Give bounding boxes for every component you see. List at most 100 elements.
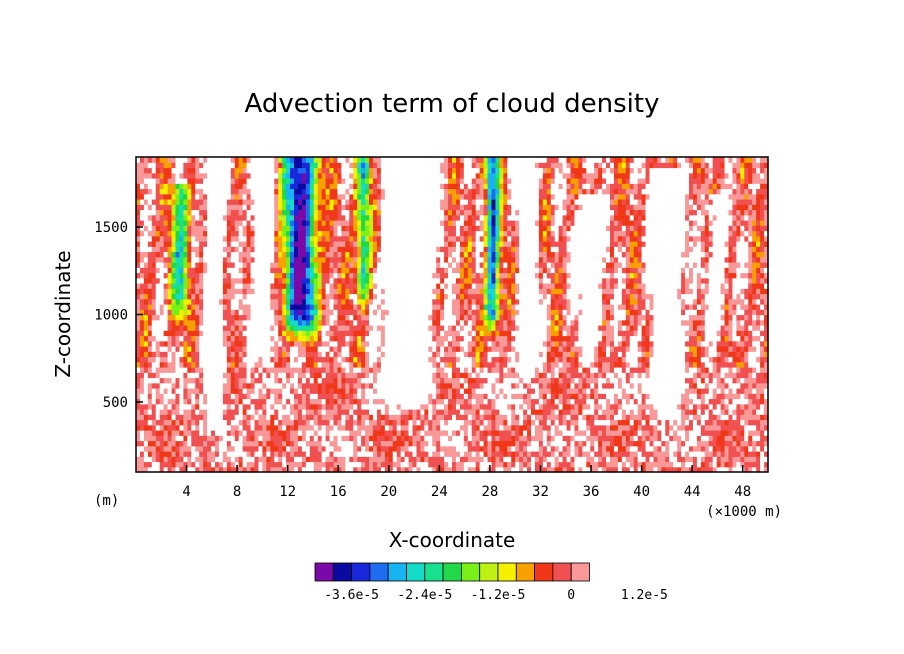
heatmap-cell (274, 367, 279, 373)
heatmap-cell (365, 230, 370, 237)
heatmap-cell (179, 419, 184, 426)
heatmap-cell (321, 204, 327, 211)
heatmap-cell (171, 456, 177, 463)
heatmap-cell (337, 193, 342, 200)
heatmap-cell (463, 393, 469, 400)
heatmap-cell (432, 451, 437, 457)
heatmap-cell (369, 262, 374, 268)
heatmap-cell (183, 246, 188, 253)
heatmap-cell (258, 309, 263, 316)
heatmap-cell (290, 267, 295, 274)
heatmap-cell (313, 414, 319, 421)
heatmap-cell (416, 209, 421, 216)
heatmap-cell (226, 220, 232, 226)
heatmap-cell (222, 204, 228, 211)
heatmap-cell (290, 272, 295, 279)
heatmap-cell (404, 361, 410, 368)
heatmap-cell (167, 298, 173, 305)
heatmap-cell (238, 409, 244, 415)
heatmap-cell (313, 188, 319, 195)
heatmap-cell (167, 188, 173, 195)
heatmap-cell (412, 293, 418, 300)
heatmap-cell (171, 419, 177, 426)
heatmap-cell (325, 372, 331, 379)
heatmap-cell (282, 214, 287, 221)
heatmap-cell (238, 403, 244, 410)
heatmap-cell (345, 193, 350, 200)
heatmap-cell (424, 466, 429, 473)
heatmap-cell (428, 367, 433, 373)
heatmap-cell (380, 330, 386, 337)
heatmap-cell (365, 267, 370, 274)
heatmap-cell (294, 298, 299, 305)
heatmap-cell (369, 456, 374, 463)
heatmap-cell (258, 225, 263, 232)
heatmap-cell (301, 241, 307, 247)
heatmap-cell (278, 267, 283, 274)
heatmap-cell (191, 277, 196, 284)
heatmap-cell (392, 230, 398, 237)
heatmap-cell (388, 304, 394, 310)
heatmap-cell (270, 445, 275, 452)
heatmap-cell (270, 424, 275, 431)
heatmap-cell (262, 304, 267, 310)
heatmap-cell (246, 288, 252, 295)
heatmap-cell (455, 162, 461, 169)
heatmap-cell (254, 214, 260, 221)
heatmap-cell (459, 204, 465, 211)
heatmap-cell (329, 346, 335, 352)
heatmap-cell (215, 393, 220, 400)
heatmap-cell (373, 209, 378, 216)
heatmap-cell (270, 319, 275, 326)
heatmap-cell (250, 382, 256, 389)
heatmap-cell (270, 293, 275, 300)
heatmap-cell (317, 225, 323, 232)
heatmap-cell (333, 178, 339, 184)
heatmap-cell (400, 451, 406, 457)
heatmap-cell (440, 361, 445, 368)
heatmap-cell (218, 204, 224, 211)
heatmap-cell (412, 188, 418, 195)
heatmap-cell (187, 398, 192, 405)
heatmap-cell (238, 246, 244, 253)
heatmap-cell (321, 183, 327, 190)
heatmap-cell (294, 393, 299, 400)
heatmap-cell (175, 188, 181, 195)
heatmap-cell (333, 209, 339, 216)
heatmap-cell (211, 209, 216, 216)
heatmap-cell (357, 319, 362, 326)
heatmap-cell (159, 267, 165, 274)
heatmap-cell (183, 456, 188, 463)
heatmap-cell (361, 393, 366, 400)
heatmap-cell (313, 314, 319, 321)
heatmap-cell (384, 209, 390, 216)
heatmap-cell (226, 293, 232, 300)
heatmap-cell (195, 183, 200, 190)
heatmap-cell (455, 335, 461, 342)
heatmap-cell (459, 372, 465, 379)
heatmap-cell (175, 440, 181, 447)
heatmap-cell (384, 199, 390, 205)
heatmap-cell (325, 388, 331, 394)
heatmap-cell (301, 346, 307, 352)
heatmap-cell (341, 440, 346, 447)
heatmap-cell (357, 330, 362, 337)
heatmap-cell (416, 230, 421, 237)
heatmap-cell (396, 288, 402, 295)
heatmap-cell (380, 335, 386, 342)
heatmap-cell (187, 298, 192, 305)
heatmap-cell (147, 209, 153, 216)
heatmap-cell (207, 162, 212, 169)
heatmap-cell (215, 451, 220, 457)
heatmap-cell (171, 377, 177, 384)
heatmap-cell (400, 293, 406, 300)
heatmap-cell (337, 167, 342, 174)
heatmap-cell (136, 461, 141, 468)
heatmap-cell (321, 172, 327, 179)
heatmap-cell (211, 461, 216, 468)
heatmap-cell (353, 367, 358, 373)
heatmap-cell (226, 283, 232, 289)
heatmap-cell (171, 193, 177, 200)
heatmap-cell (416, 319, 421, 326)
heatmap-cell (396, 445, 402, 452)
